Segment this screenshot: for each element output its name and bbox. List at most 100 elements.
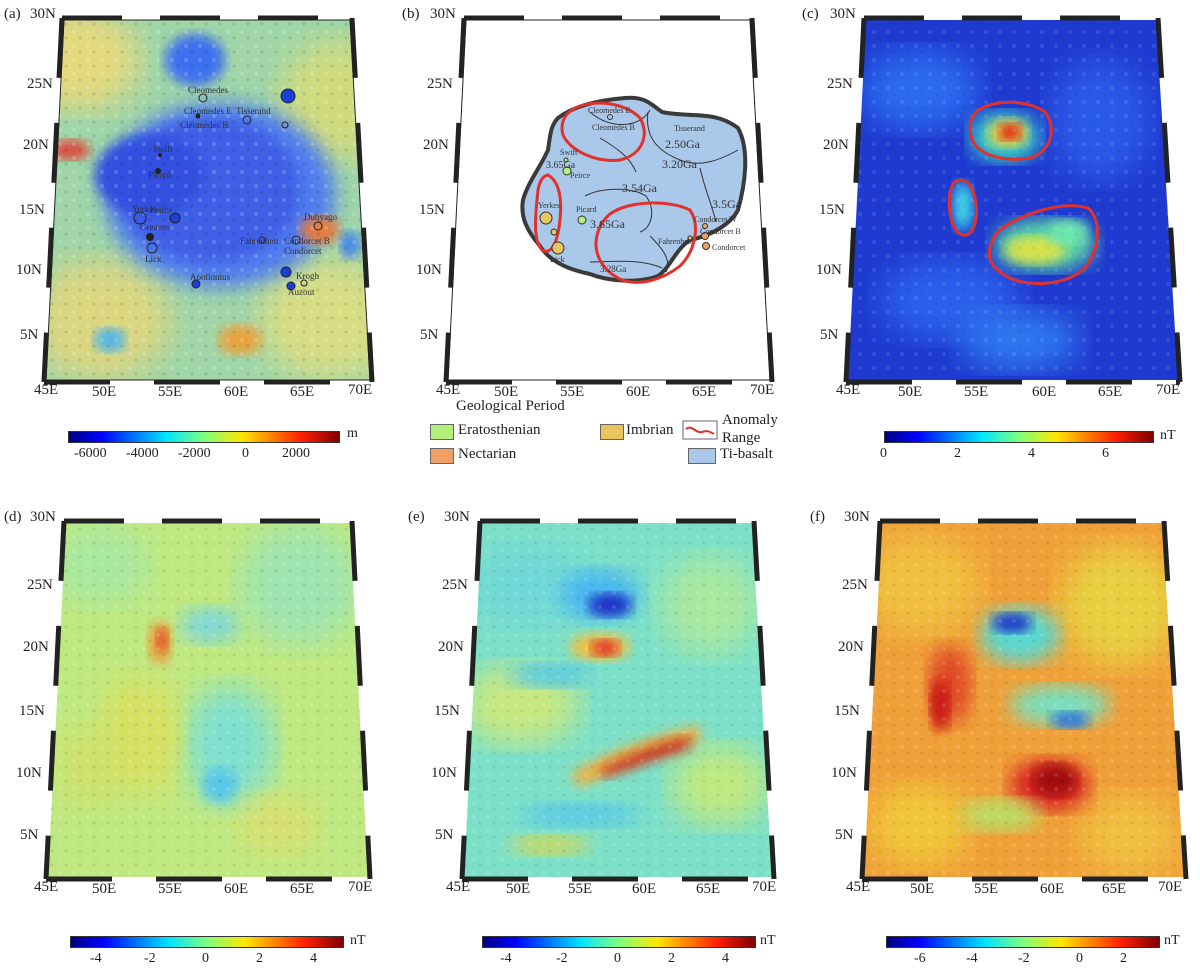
colorbar-tick: 0 xyxy=(614,951,621,966)
colorbar-e xyxy=(482,936,756,948)
colorbar-a xyxy=(68,431,340,443)
panel-b: 2.50Ga 3.20Ga 3.54Ga 3.5Ga 3.65Ga 3.65Ga… xyxy=(400,0,800,490)
lat-tick: 20N xyxy=(838,639,864,655)
crater-label: Swift xyxy=(560,148,578,157)
crater-label: Auzout xyxy=(288,287,315,297)
lat-tick: 25N xyxy=(27,577,53,593)
lat-tick: 10N xyxy=(431,765,457,781)
lon-tick: 50E xyxy=(910,881,935,897)
lat-tick: 15N xyxy=(19,703,45,719)
crater-labels-b: Cleomedes E Cleomedes B Tisserand Swift … xyxy=(538,106,746,264)
lat-tick: 5N xyxy=(435,827,454,843)
lat-tick: 5N xyxy=(820,327,839,343)
lat-tick: 30N xyxy=(30,6,56,22)
lon-tick: 70E xyxy=(750,382,775,398)
legend-label: Eratosthenian xyxy=(458,422,541,438)
ti-basalt-region xyxy=(520,95,748,283)
colorbar-d xyxy=(70,936,344,948)
age-label: 3.20Ga xyxy=(662,157,698,171)
lat-tick: 20N xyxy=(823,137,849,153)
crater-label: Cleomedes B xyxy=(180,120,228,130)
legend-title: Geological Period xyxy=(456,398,565,414)
panel-b-map: 2.50Ga 3.20Ga 3.54Ga 3.5Ga 3.65Ga 3.65Ga… xyxy=(443,15,775,385)
lon-tick: 70E xyxy=(348,879,373,895)
crater-labels: Cleomedes Cleomedes E Cleomedes B Tisser… xyxy=(132,85,337,297)
colorbar-tick: 2 xyxy=(256,951,263,966)
colorbar-tick: -2000 xyxy=(178,446,211,461)
lat-tick: 25N xyxy=(842,577,868,593)
age-label: 3.5Ga xyxy=(712,197,742,211)
colorbar-f xyxy=(886,936,1160,948)
crater-label: Condorcet W xyxy=(694,215,737,224)
colorbar-tick: 6 xyxy=(1102,446,1109,461)
legend-label: Imbrian xyxy=(626,422,674,438)
lat-tick: 30N xyxy=(430,6,456,22)
colorbar-tick: -4 xyxy=(500,951,512,966)
legend-swatch-nectarian xyxy=(430,448,454,464)
lon-tick: 45E xyxy=(446,879,471,895)
legend-swatch-eratosthenian xyxy=(430,424,454,440)
panel-c-map xyxy=(843,15,1183,385)
lat-tick: 5N xyxy=(420,327,439,343)
panel-label: (c) xyxy=(802,6,819,22)
colorbar-unit: nT xyxy=(1164,933,1180,948)
age-label: 2.50Ga xyxy=(665,137,701,151)
panel-a: Cleomedes Cleomedes E Cleomedes B Tisser… xyxy=(0,0,400,490)
lon-tick: 45E xyxy=(34,879,59,895)
colorbar-unit: nT xyxy=(1160,428,1176,443)
colorbar-tick: -2 xyxy=(556,951,568,966)
lat-tick: 20N xyxy=(23,137,49,153)
colorbar-tick: 0 xyxy=(880,446,887,461)
legend-swatch-anomaly xyxy=(682,420,718,440)
lat-tick: 5N xyxy=(20,327,39,343)
lon-tick: 60E xyxy=(1040,881,1065,897)
colorbar-tick: -2 xyxy=(144,951,156,966)
lat-tick: 20N xyxy=(438,639,464,655)
colorbar-tick: 4 xyxy=(310,951,317,966)
colorbar-tick: 0 xyxy=(1076,951,1083,966)
crater-label: Lick xyxy=(145,254,162,264)
crater-label: Lick xyxy=(550,255,565,264)
crater-label: Fahrenheit xyxy=(658,237,693,246)
colorbar-unit: m xyxy=(347,426,358,441)
legend-swatch-imbrian xyxy=(600,424,624,440)
legend-label: Anomaly xyxy=(722,412,778,428)
crater-markers-b xyxy=(539,114,710,255)
lon-tick: 65E xyxy=(696,881,721,897)
lon-tick: 45E xyxy=(846,879,871,895)
legend: Geological Period Eratosthenian Imbrian … xyxy=(400,398,800,478)
crater-label: Tisserand xyxy=(674,124,705,133)
crater-label: Peirce xyxy=(150,205,173,215)
lat-tick: 10N xyxy=(16,765,42,781)
crater-label: Picard xyxy=(148,170,171,180)
legend-label: Range xyxy=(722,430,761,446)
colorbar-tick: 2 xyxy=(954,446,961,461)
age-label: 3.54Ga xyxy=(622,181,658,195)
colorbar-tick: -4000 xyxy=(126,446,159,461)
lat-tick: 10N xyxy=(416,262,442,278)
lat-tick: 5N xyxy=(20,827,39,843)
panel-c: (c) 30N 25N 20N 15N 10N 5N 45E 50E 55E 6… xyxy=(800,0,1200,490)
lon-tick: 55E xyxy=(964,384,989,400)
lat-tick: 20N xyxy=(423,137,449,153)
crater-label: Greaves xyxy=(140,222,170,232)
panel-d-map xyxy=(43,518,373,882)
lat-tick: 25N xyxy=(427,76,453,92)
crater-label: Cleomedes E xyxy=(184,106,232,116)
panel-label: (e) xyxy=(408,509,425,525)
lon-tick: 55E xyxy=(158,881,183,897)
lon-tick: 70E xyxy=(1158,879,1183,895)
crater-label: Condorcet B xyxy=(284,236,330,246)
colorbar-tick: 4 xyxy=(722,951,729,966)
panel-e-map xyxy=(459,518,777,882)
lat-tick: 10N xyxy=(816,262,842,278)
crater-label: Yerkes xyxy=(538,201,560,210)
lon-tick: 65E xyxy=(1098,384,1123,400)
lon-tick: 50E xyxy=(506,881,531,897)
crater-label: Swift xyxy=(153,144,173,154)
crater-label: Yerkes xyxy=(132,204,157,214)
panel-d: (d) 30N 25N 20N 15N 10N 5N 45E 50E 55E 6… xyxy=(0,505,400,973)
map-frame-e xyxy=(459,518,777,882)
lon-tick: 65E xyxy=(1102,881,1127,897)
crater-label: Cleomedes B xyxy=(592,123,635,132)
